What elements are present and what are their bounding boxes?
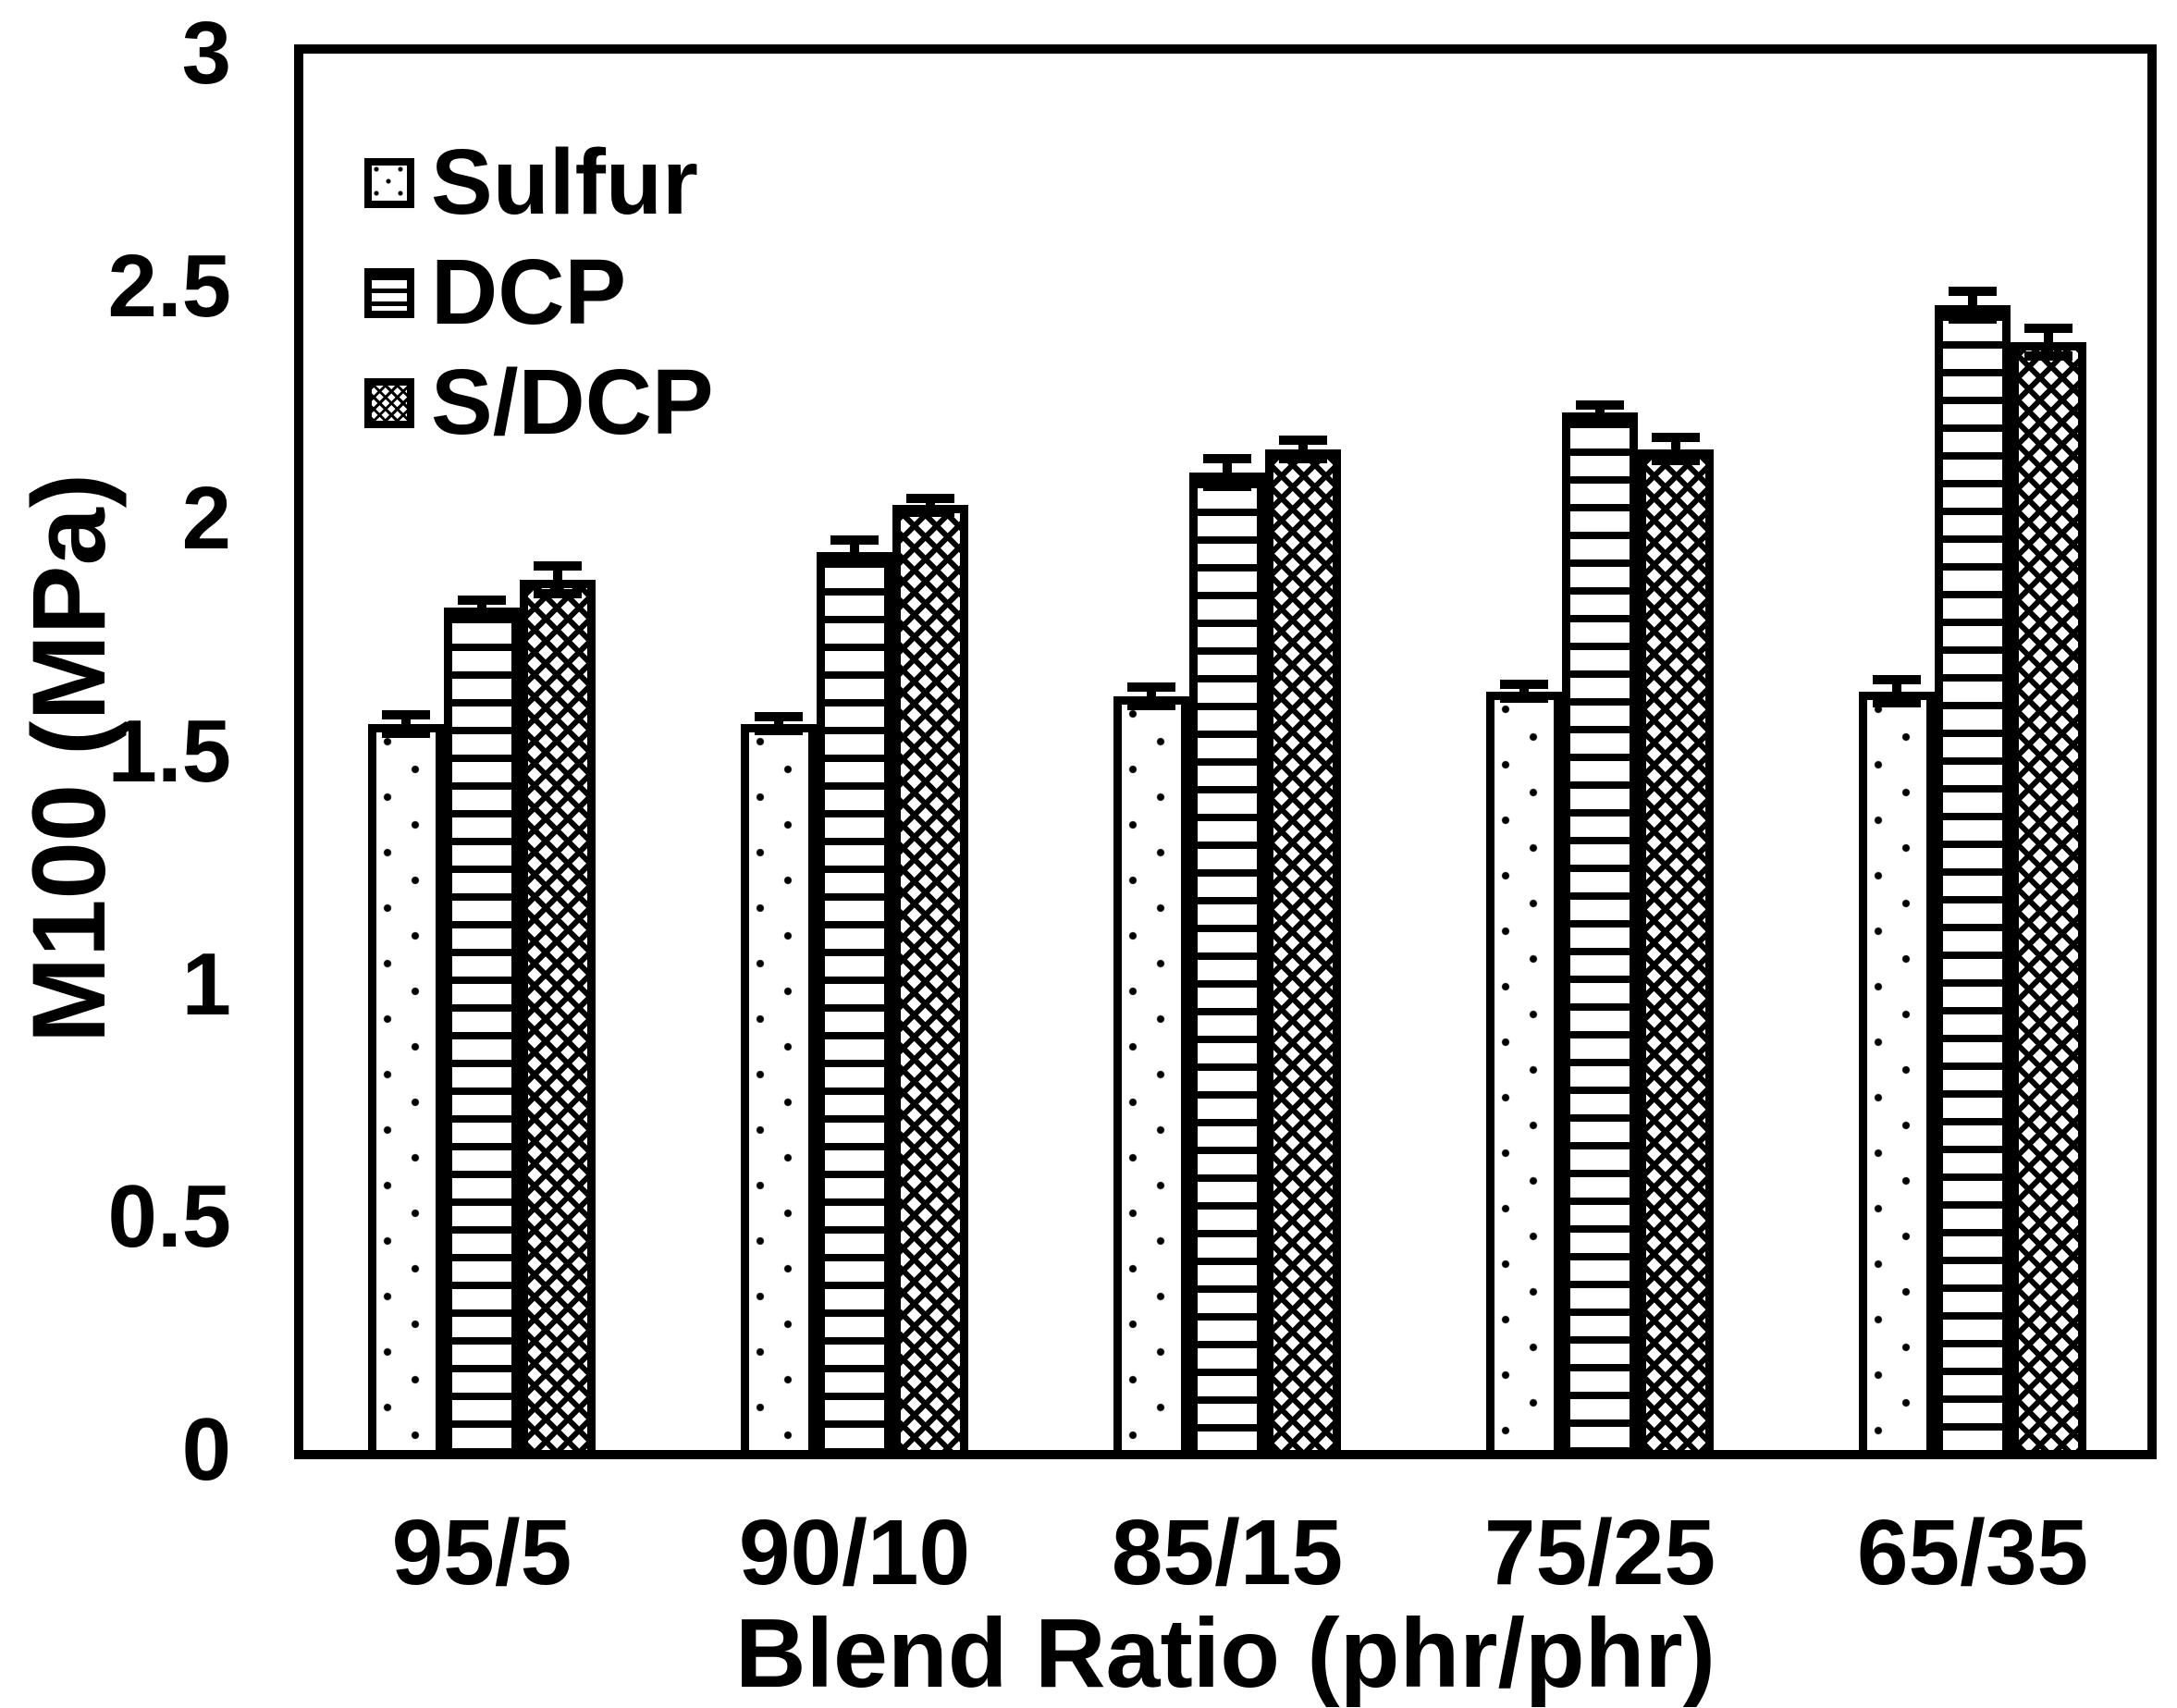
error-bar-cap [382, 728, 430, 738]
error-bar-cap [1500, 694, 1548, 704]
error-bar-cap [2024, 323, 2072, 333]
error-bar-cap [1203, 453, 1251, 463]
error-bar-cap [1127, 682, 1175, 692]
error-bar-dcp-65-35 [1968, 290, 1977, 319]
error-bar-cap [830, 535, 879, 545]
bar-dcp-95-5 [444, 607, 520, 1450]
x-tick-label-85-15: 85/15 [1111, 1501, 1344, 1604]
error-bar-sulfur-95-5 [401, 714, 411, 733]
bar-dcp-90-10 [817, 551, 892, 1450]
y-tick-label-0: 0 [181, 1400, 231, 1499]
error-bar-cap [1949, 286, 1997, 296]
bar-dcp-75-25 [1562, 412, 1638, 1450]
bar-sulfur-75-25 [1486, 691, 1562, 1450]
legend-swatch-crosshatch-icon [364, 377, 414, 428]
bar-s-dcp-65-35 [2011, 342, 2086, 1450]
error-bar-cap [755, 712, 803, 722]
x-tick-label-90-10: 90/10 [738, 1501, 971, 1604]
x-tick-label-75-25: 75/25 [1483, 1501, 1716, 1604]
bar-sulfur-95-5 [368, 723, 444, 1450]
error-bar-cap [2024, 351, 2072, 362]
error-bar-cap [1652, 456, 1700, 466]
legend-label-sulfur: Sulfur [431, 130, 698, 234]
legend: Sulfur DCP S/DCP [364, 128, 714, 458]
error-bar-cap [1279, 435, 1327, 445]
legend-swatch-dots-icon [364, 157, 414, 208]
error-bar-sulfur-85-15 [1147, 686, 1156, 706]
error-bar-cap [1873, 674, 1921, 684]
error-bar-cap [458, 609, 506, 620]
bar-s-dcp-75-25 [1638, 449, 1714, 1450]
error-bar-cap [1203, 482, 1251, 492]
y-tick-label-1: 1 [181, 934, 231, 1034]
error-bar-s-dcp-65-35 [2044, 327, 2053, 357]
error-bar-dcp-75-25 [1595, 405, 1605, 420]
error-bar-cap [1279, 453, 1327, 463]
y-tick-label-1-5: 1.5 [107, 702, 231, 801]
y-tick-label-3: 3 [181, 4, 231, 103]
bar-dcp-85-15 [1189, 473, 1265, 1450]
plot-area: Sulfur DCP S/DCP [303, 54, 2147, 1450]
error-bar-cap [830, 559, 879, 569]
x-tick-label-95-5: 95/5 [391, 1501, 572, 1604]
bar-s-dcp-85-15 [1265, 449, 1341, 1450]
error-bar-cap [382, 709, 430, 719]
error-bar-cap [1576, 400, 1624, 411]
error-bar-cap [1576, 414, 1624, 424]
bar-sulfur-85-15 [1113, 695, 1189, 1450]
error-bar-sulfur-75-25 [1519, 684, 1529, 699]
legend-item-sulfur: Sulfur [364, 128, 714, 238]
error-bar-cap [1873, 698, 1921, 708]
legend-label-dcp: DCP [431, 240, 627, 344]
error-bar-cap [458, 596, 506, 606]
error-bar-dcp-95-5 [477, 600, 486, 615]
legend-item-dcp: DCP [364, 238, 714, 348]
legend-label-s-dcp: S/DCP [431, 350, 714, 454]
x-axis-title: Blend Ratio (phr/phr) [735, 1599, 1716, 1708]
plot-frame: Sulfur DCP S/DCP [294, 44, 2157, 1459]
error-bar-s-dcp-95-5 [553, 565, 562, 594]
error-bar-dcp-85-15 [1223, 458, 1232, 487]
error-bar-cap [1500, 680, 1548, 690]
bar-sulfur-90-10 [741, 723, 817, 1450]
error-bar-cap [1652, 433, 1700, 443]
error-bar-cap [1127, 700, 1175, 710]
legend-swatch-hlines-icon [364, 267, 414, 318]
error-bar-cap [755, 726, 803, 736]
error-bar-s-dcp-90-10 [926, 498, 935, 512]
error-bar-sulfur-65-35 [1892, 679, 1901, 704]
bar-dcp-65-35 [1935, 304, 2011, 1450]
y-tick-label-2: 2 [181, 469, 231, 569]
error-bar-sulfur-90-10 [774, 717, 783, 731]
error-bar-cap [906, 493, 954, 503]
error-bar-dcp-90-10 [850, 539, 859, 564]
bar-s-dcp-95-5 [520, 579, 596, 1450]
error-bar-cap [906, 507, 954, 517]
error-bar-s-dcp-75-25 [1671, 437, 1680, 461]
y-tick-label-0-5: 0.5 [107, 1167, 231, 1267]
bar-s-dcp-90-10 [892, 505, 968, 1450]
x-tick-label-65-35: 65/35 [1856, 1501, 2089, 1604]
y-tick-label-2-5: 2.5 [107, 236, 231, 336]
error-bar-cap [534, 588, 582, 598]
bar-sulfur-65-35 [1859, 691, 1935, 1450]
error-bar-cap [1949, 313, 1997, 324]
error-bar-s-dcp-85-15 [1298, 439, 1308, 459]
error-bar-cap [534, 560, 582, 571]
legend-item-s-dcp: S/DCP [364, 348, 714, 458]
